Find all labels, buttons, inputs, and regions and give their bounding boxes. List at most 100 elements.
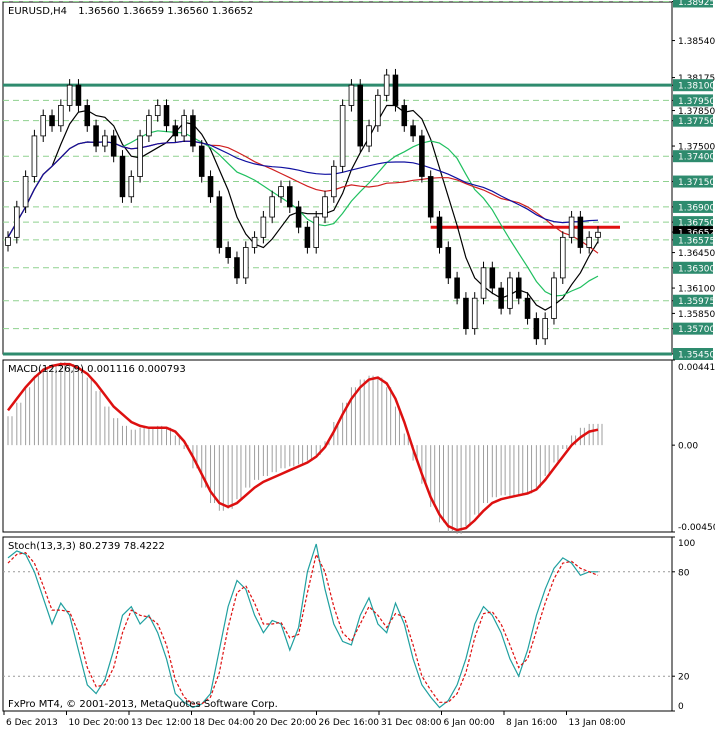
price-label-20: 1.35450 — [678, 351, 715, 361]
candle-body-21 — [190, 115, 196, 147]
candle-body-4 — [40, 115, 47, 137]
price-tag-bg-3 — [673, 79, 713, 92]
price-tag-bg-19 — [673, 322, 713, 335]
time-tick-3: 18 Dec 04:00 — [191, 711, 254, 728]
price-tick-13: 1.36575 — [672, 233, 715, 246]
stoch-tick-3: 0 — [672, 702, 684, 712]
horizontal-levels — [3, 83, 672, 356]
candle-body-46 — [410, 125, 416, 137]
candle-body-47 — [419, 135, 425, 177]
candle-body-56 — [498, 287, 504, 309]
time-tick-6: 31 Dec 08:00 — [378, 711, 442, 728]
price-tick-11: 1.36750 — [672, 216, 715, 229]
candle-34 — [304, 221, 311, 254]
time-tick-label-4: 20 Dec 20:00 — [256, 718, 317, 728]
candle-body-34 — [304, 226, 311, 248]
candle-body-63 — [559, 236, 566, 279]
candle-body-10 — [93, 125, 99, 147]
candle-55 — [489, 261, 496, 295]
candle-63 — [559, 231, 566, 285]
stoch-tick-label-1: 80 — [678, 568, 690, 578]
candle-51 — [454, 271, 460, 305]
candle-3 — [31, 129, 38, 183]
candle-body-16 — [146, 115, 152, 137]
time-tick-label-8: 8 Jan 16:00 — [506, 718, 558, 728]
candle-21 — [190, 109, 196, 153]
candle-4 — [40, 109, 47, 142]
candle-38 — [339, 99, 346, 173]
candle-37 — [331, 160, 337, 203]
stoch-tick-0: 100 — [672, 536, 695, 549]
candle-body-42 — [375, 94, 381, 127]
candle-body-59 — [524, 297, 531, 319]
time-tick-label-5: 26 Dec 16:00 — [319, 718, 380, 728]
candle-body-48 — [427, 176, 434, 218]
candle-20 — [181, 109, 187, 142]
candle-body-58 — [515, 277, 522, 299]
price-tick-8: 1.37400 — [672, 150, 715, 163]
candle-62 — [551, 271, 557, 325]
candle-26 — [234, 251, 240, 285]
candle-22 — [198, 139, 205, 183]
stoch-tick-1: 80 — [672, 568, 690, 578]
price-tick-5: 1.37850 — [672, 107, 715, 117]
candle-54 — [480, 261, 487, 305]
candle-45 — [401, 99, 408, 132]
candle-body-14 — [128, 176, 135, 198]
candle-body-67 — [595, 231, 601, 238]
price-label-4: 1.37950 — [678, 97, 715, 107]
price-tick-1: 1.38540 — [672, 37, 715, 47]
candle-body-19 — [172, 125, 179, 137]
price-tag-bg-6 — [673, 114, 713, 127]
price-tag-bg-11 — [673, 216, 713, 229]
candle-5 — [49, 109, 55, 132]
candle-8 — [75, 79, 82, 112]
time-tick-1: 10 Dec 20:00 — [66, 711, 129, 728]
candle-body-1 — [14, 206, 20, 238]
price-tick-9: 1.37150 — [672, 175, 715, 188]
candle-body-45 — [401, 105, 408, 127]
price-tag-bg-15 — [673, 261, 713, 274]
candle-body-22 — [198, 145, 205, 177]
candle-47 — [419, 129, 425, 183]
price-label-5: 1.37850 — [678, 107, 715, 117]
time-tick-label-2: 13 Dec 12:00 — [131, 718, 192, 728]
macd-panel-frame — [2, 359, 673, 533]
candle-9 — [84, 99, 91, 132]
price-tick-4: 1.37950 — [672, 94, 715, 107]
price-label-19: 1.35700 — [678, 325, 715, 335]
price-tick-0: 1.38925 — [672, 0, 715, 8]
candles — [5, 68, 601, 345]
candle-body-28 — [251, 236, 258, 248]
candle-61 — [542, 312, 548, 345]
candle-body-65 — [577, 216, 584, 248]
candle-30 — [269, 190, 275, 224]
stoch-tick-label-0: 100 — [678, 539, 695, 549]
macd-title: MACD(12,26,9) 0.001116 0.000793 — [8, 364, 186, 375]
price-tick-6: 1.37750 — [672, 114, 715, 127]
price-label-17: 1.35975 — [678, 297, 715, 307]
candle-33 — [295, 200, 302, 234]
copyright-text: FxPro MT4, © 2001-2013, MetaQuotes Softw… — [8, 699, 278, 710]
candle-25 — [225, 241, 231, 264]
candle-60 — [533, 312, 540, 345]
stoch-signal-line — [7, 552, 599, 705]
price-label-9: 1.37150 — [678, 178, 715, 188]
candle-body-26 — [234, 257, 240, 279]
candle-body-8 — [75, 84, 82, 106]
price-label-16: 1.36100 — [678, 285, 715, 295]
macd-tick-label-0: 0.004413 — [678, 363, 715, 373]
price-tag-bg-8 — [673, 150, 713, 163]
candle-body-17 — [154, 105, 161, 117]
candle-18 — [163, 99, 170, 132]
candle-body-55 — [489, 267, 496, 289]
time-tick-5: 26 Dec 16:00 — [316, 711, 380, 728]
candle-body-3 — [31, 135, 38, 177]
candle-body-31 — [278, 186, 284, 198]
candle-67 — [595, 226, 601, 244]
candle-body-13 — [119, 155, 126, 198]
stoch-tick-2: 20 — [672, 673, 690, 683]
candle-body-32 — [287, 186, 293, 208]
stoch-tick-label-2: 20 — [678, 673, 690, 683]
